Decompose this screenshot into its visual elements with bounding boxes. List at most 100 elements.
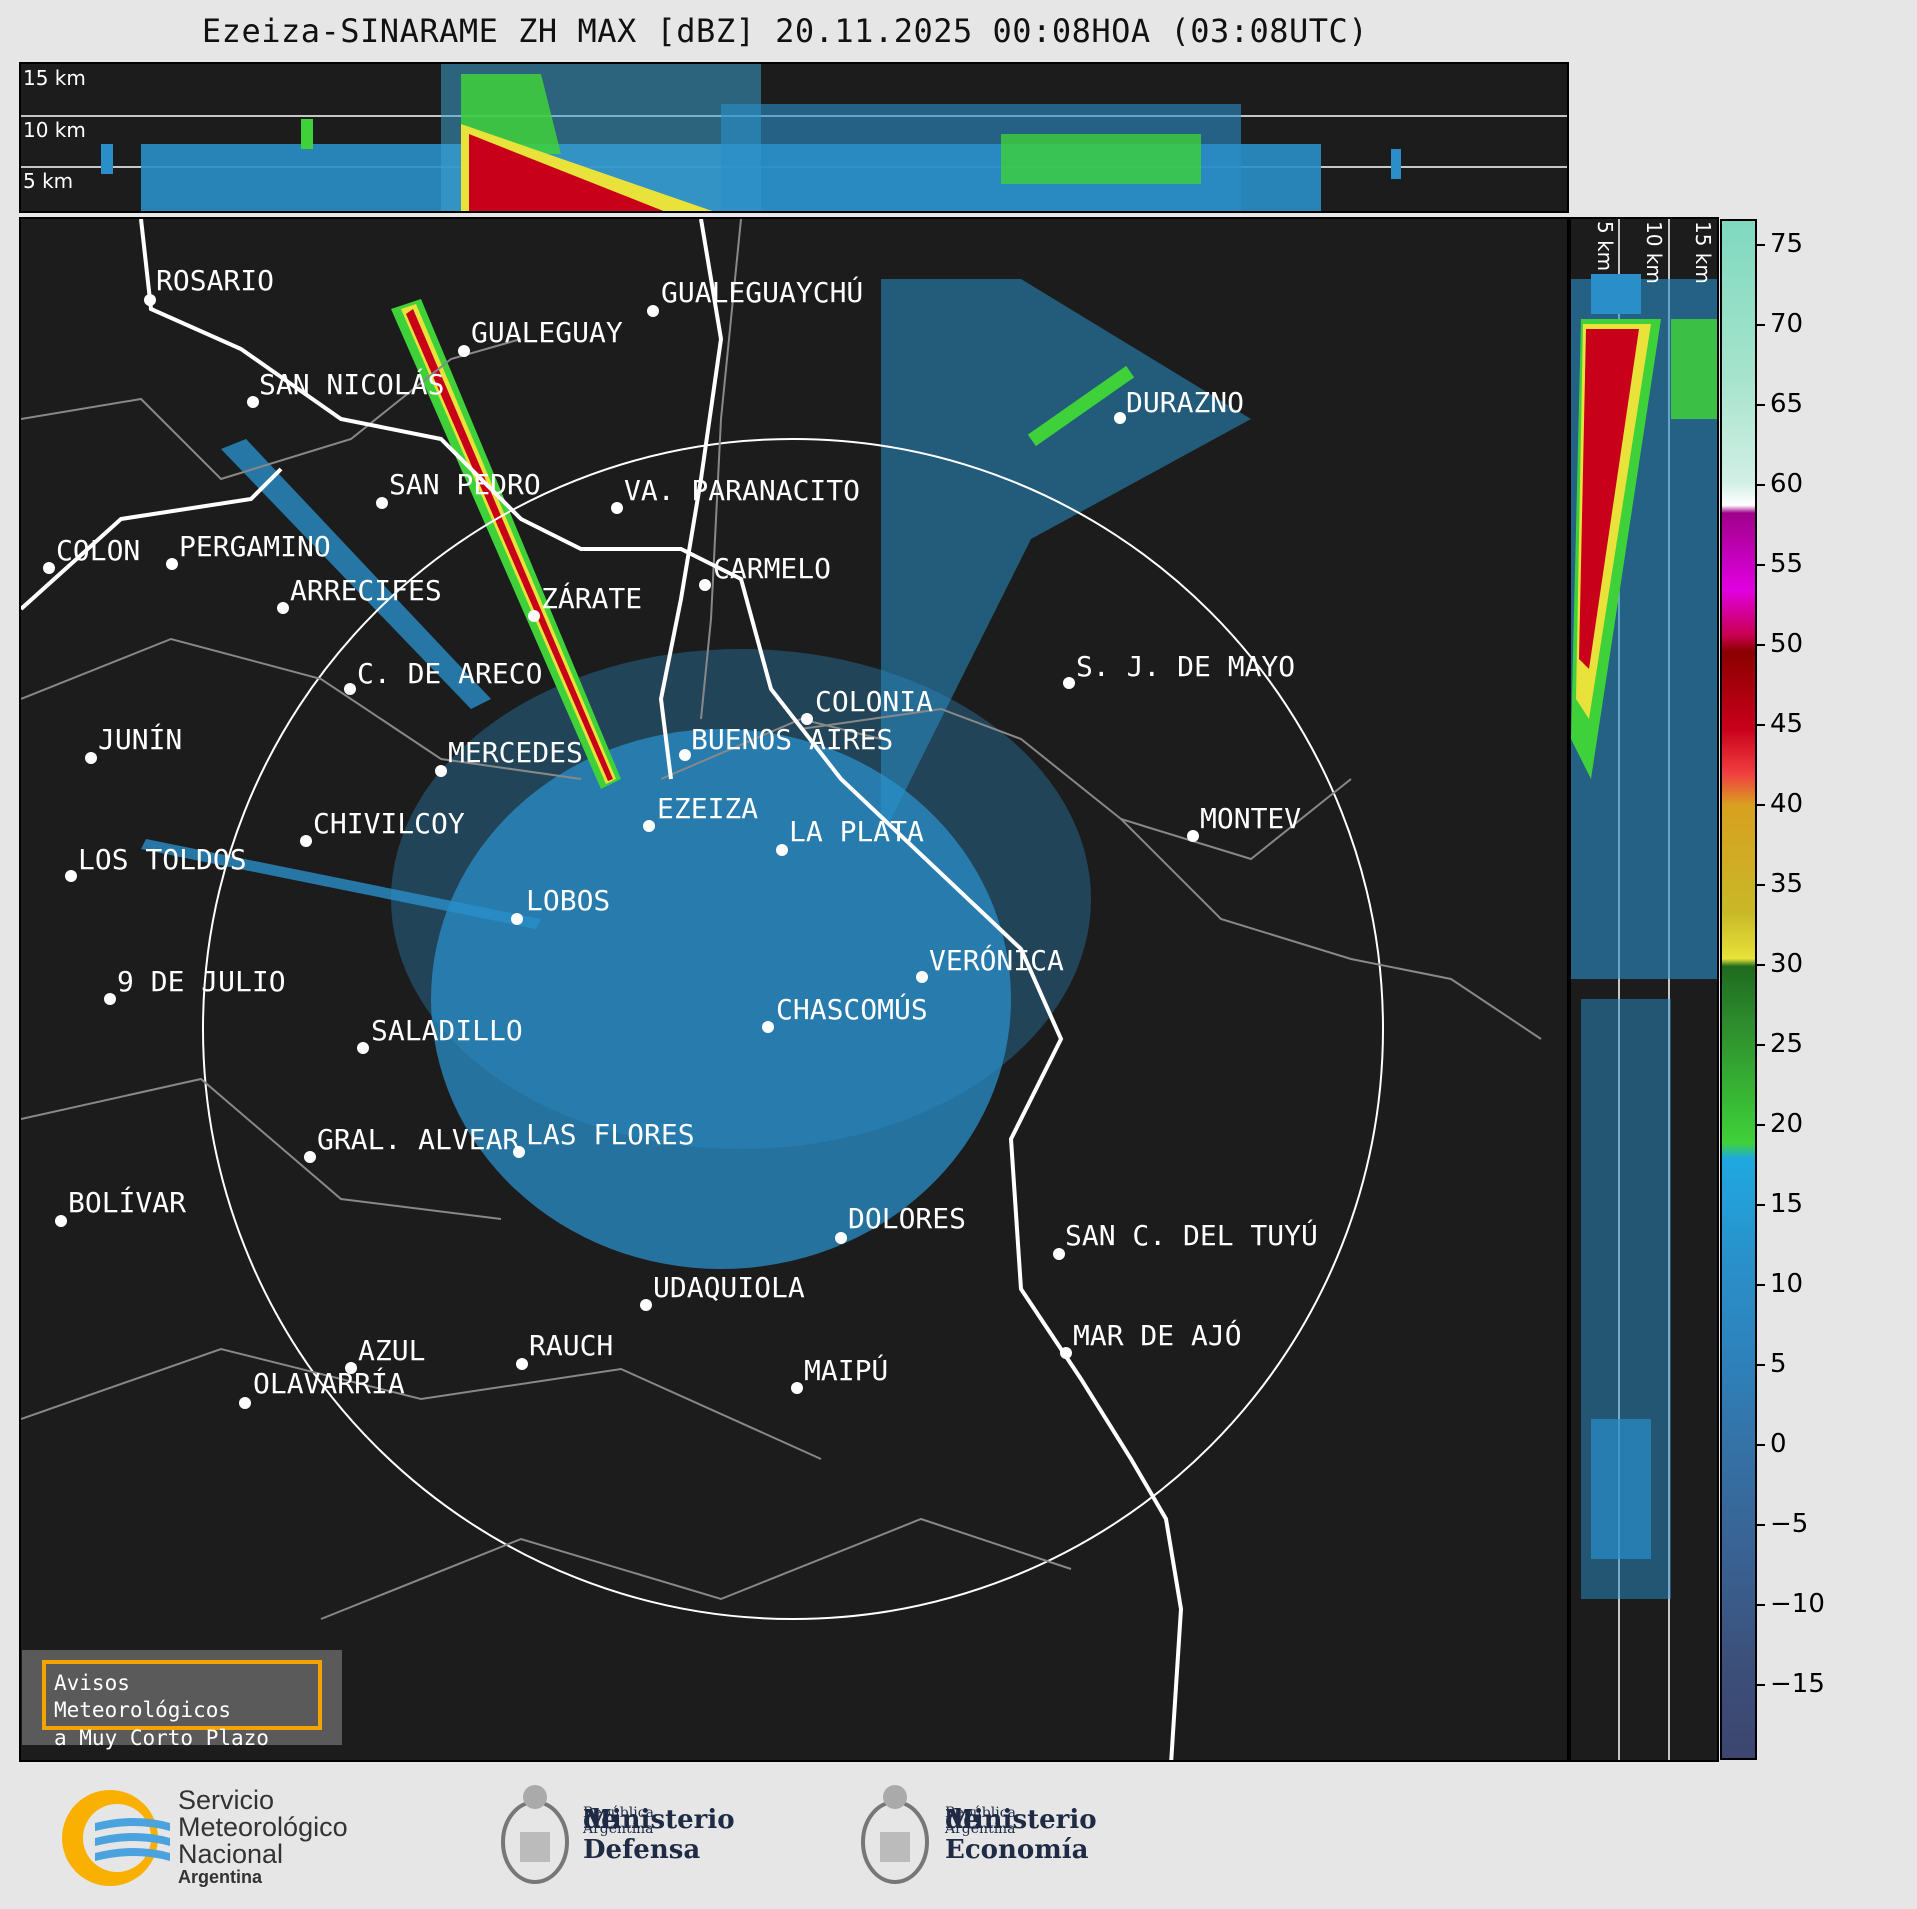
city-label-chascomus: CHASCOMÚS: [776, 993, 928, 1026]
notice-line-2: a Muy Corto Plazo: [54, 1725, 269, 1750]
city-dot: [85, 752, 97, 764]
right-cross-section: 5 km 10 km 15 km: [1569, 217, 1719, 1762]
colorbar-tick-label: 60: [1770, 469, 1804, 499]
city-label-mar-de-ajo: MAR DE AJÓ: [1073, 1319, 1242, 1352]
colorbar-tick-mark: [1757, 1044, 1765, 1046]
colorbar-tick-label: 70: [1770, 309, 1804, 339]
footer: Servicio Meteorológico Nacional Argentin…: [0, 1765, 1917, 1909]
colorbar-tick-mark: [1757, 484, 1765, 486]
colorbar-tick-label: 65: [1770, 389, 1804, 419]
colorbar-tick-label: −5: [1770, 1509, 1809, 1539]
city-dot: [699, 579, 711, 591]
smn-logo-line1: Servicio: [178, 1785, 275, 1815]
city-dot: [357, 1042, 369, 1054]
top-cross-section: 15 km 10 km 5 km: [19, 62, 1569, 213]
city-label-lobos: LOBOS: [526, 884, 611, 917]
city-dot: [1114, 412, 1126, 424]
city-label-mercedes: MERCEDES: [448, 736, 583, 769]
city-dot: [277, 602, 289, 614]
city-dot: [835, 1232, 847, 1244]
colorbar-tick-mark: [1757, 884, 1765, 886]
city-dot: [104, 993, 116, 1005]
city-label-ezeiza: EZEIZA: [657, 792, 759, 825]
city-label-rauch: RAUCH: [529, 1329, 614, 1362]
city-dot: [916, 971, 928, 983]
city-label-san-nicolas: SAN NICOLÁS: [259, 368, 445, 401]
alert-notice[interactable]: Avisos Meteorológicos a Muy Corto Plazo: [22, 1650, 342, 1750]
colorbar-tick-mark: [1757, 404, 1765, 406]
city-label-zarate: ZÁRATE: [541, 582, 643, 615]
city-dot: [247, 396, 259, 408]
colorbar-tick-label: 45: [1770, 709, 1804, 739]
city-label-chivilcoy: CHIVILCOY: [313, 807, 465, 840]
range-ring: [202, 438, 1384, 1620]
city-label-maipu: MAIPÚ: [804, 1354, 889, 1387]
city-dot: [643, 820, 655, 832]
city-label-gualeguay: GUALEGUAY: [471, 316, 623, 349]
city-label-gualeguaychu: GUALEGUAYCHÚ: [661, 276, 864, 309]
city-label-montev: MONTEV: [1200, 802, 1302, 835]
city-label-san-pedro: SAN PEDRO: [389, 468, 541, 501]
colorbar-tick-mark: [1757, 1124, 1765, 1126]
radar-echoes: [141, 279, 1251, 1269]
city-dot: [55, 1215, 67, 1227]
city-label-los-toldos: LOS TOLDOS: [78, 843, 247, 876]
city-label-junin: JUNÍN: [98, 723, 183, 756]
colorbar-tick-label: 15: [1770, 1189, 1804, 1219]
colorbar-tick-mark: [1757, 964, 1765, 966]
city-dot: [647, 305, 659, 317]
colorbar-tick-mark: [1757, 804, 1765, 806]
radar-map[interactable]: ROSARIO GUALEGUAYCHÚ GUALEGUAY SAN NICOL…: [19, 217, 1569, 1762]
city-dot: [376, 497, 388, 509]
colorbar-tick-label: 0: [1770, 1429, 1787, 1459]
city-dot: [513, 1146, 525, 1158]
colorbar-tick-mark: [1757, 1524, 1765, 1526]
city-label-carmelo: CARMELO: [713, 552, 832, 585]
economia-seal-icon: [861, 1785, 929, 1884]
altitude-label-5km: 5 km: [23, 169, 74, 193]
city-dot: [43, 562, 55, 574]
colorbar-tick-label: 10: [1770, 1269, 1804, 1299]
city-label-udaquiola: UDAQUIOLA: [653, 1271, 805, 1304]
city-label-azul: AZUL: [358, 1334, 426, 1367]
smn-logo-icon: [62, 1790, 170, 1886]
city-label-bolivar: BOLÍVAR: [68, 1186, 187, 1219]
colorbar-tick-label: 30: [1770, 949, 1804, 979]
altitude-label-5km-right: 5 km: [1593, 221, 1617, 272]
colorbar-tick-mark: [1757, 324, 1765, 326]
city-label-gral-alvear: GRAL. ALVEAR: [317, 1123, 520, 1156]
colorbar-tick-mark: [1757, 1284, 1765, 1286]
city-dot: [762, 1021, 774, 1033]
city-dot: [511, 913, 523, 925]
city-label-la-plata: LA PLATA: [789, 815, 924, 848]
alert-notice-box[interactable]: Avisos Meteorológicos a Muy Corto Plazo: [42, 1660, 322, 1750]
smn-logo-line3: Nacional: [178, 1839, 284, 1869]
city-dot: [65, 870, 77, 882]
radar-map-graphics: [21, 219, 1542, 1760]
colorbar-tick-label: 40: [1770, 789, 1804, 819]
city-dot: [345, 1362, 357, 1374]
colorbar-tick-label: −10: [1770, 1589, 1825, 1619]
colorbar-tick-label: −15: [1770, 1669, 1825, 1699]
city-label-san-c-del-tuyu: SAN C. DEL TUYÚ: [1065, 1219, 1318, 1252]
altitude-label-15km: 15 km: [23, 66, 86, 90]
city-label-durazno: DURAZNO: [1126, 386, 1245, 419]
colorbar-tick-label: 25: [1770, 1029, 1804, 1059]
page-title: Ezeiza-SINARAME ZH MAX [dBZ] 20.11.2025 …: [201, 12, 1369, 50]
altitude-label-10km: 10 km: [23, 118, 86, 142]
city-dot: [516, 1358, 528, 1370]
city-dot: [300, 835, 312, 847]
colorbar-tick-mark: [1757, 1604, 1765, 1606]
city-label-va-paranacito: VA. PARANACITO: [624, 474, 861, 507]
city-label-c-de-areco: C. DE ARECO: [357, 657, 543, 690]
colorbar-tick-mark: [1757, 1204, 1765, 1206]
city-dot: [1063, 677, 1075, 689]
altitude-label-15km-right: 15 km: [1691, 221, 1715, 284]
economia-logo-line2: de Economía: [945, 1805, 1089, 1865]
city-label-saladillo: SALADILLO: [371, 1014, 523, 1047]
colorbar-tick-mark: [1757, 1364, 1765, 1366]
notice-line-1: Avisos Meteorológicos: [54, 1671, 232, 1723]
smn-logo-line2: Meteorológico: [178, 1812, 348, 1842]
top-cross-section-echoes: [21, 64, 1567, 211]
city-dot: [144, 294, 156, 306]
